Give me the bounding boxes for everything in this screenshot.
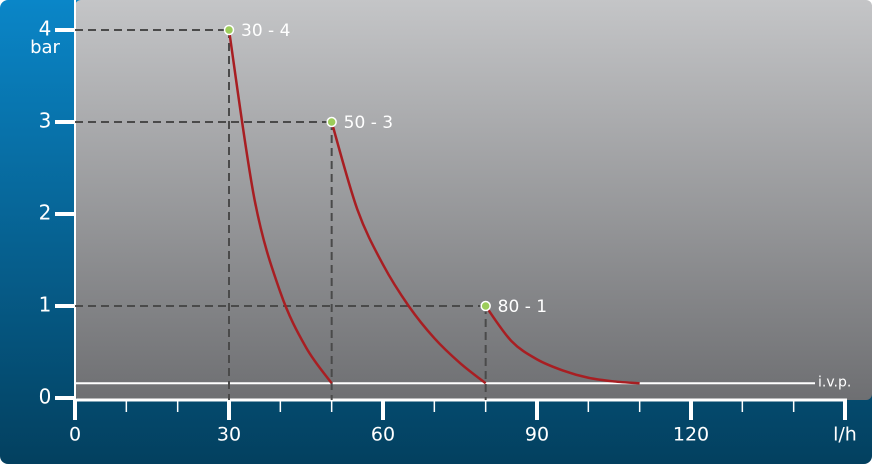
- curve: [330, 121, 487, 385]
- x-tick-label: 120: [673, 424, 709, 446]
- y-tick-label: 4: [39, 17, 52, 41]
- y-tick-label: 3: [39, 109, 52, 133]
- point: [326, 116, 337, 128]
- point-label: 50 - 3: [344, 113, 393, 133]
- plot: 0 1 2 3 4 0 30 60 90 120 l/h i.v.p. 30 - 4 50 - 3 80 -…: [39, 0, 857, 446]
- point: [223, 24, 235, 36]
- point-label: 80 - 1: [498, 297, 547, 317]
- curve: [227, 29, 333, 385]
- reference-label: i.v.p.: [818, 374, 851, 390]
- plot-area: [75, 0, 872, 400]
- x-tick-label: 90: [525, 424, 549, 446]
- y-tick-label: 1: [39, 293, 52, 317]
- y-tick-label: 0: [39, 385, 52, 409]
- x-tick-label: 0: [69, 424, 81, 446]
- y-tick-label: 2: [39, 201, 52, 225]
- x-tick-label: l/h: [833, 424, 857, 446]
- point-label: 30 - 4: [241, 21, 290, 41]
- x-tick-label: 60: [371, 424, 395, 446]
- y-unit: bar: [30, 37, 60, 58]
- curve: [484, 305, 640, 385]
- x-tick-label: 30: [217, 424, 241, 446]
- point: [480, 300, 491, 312]
